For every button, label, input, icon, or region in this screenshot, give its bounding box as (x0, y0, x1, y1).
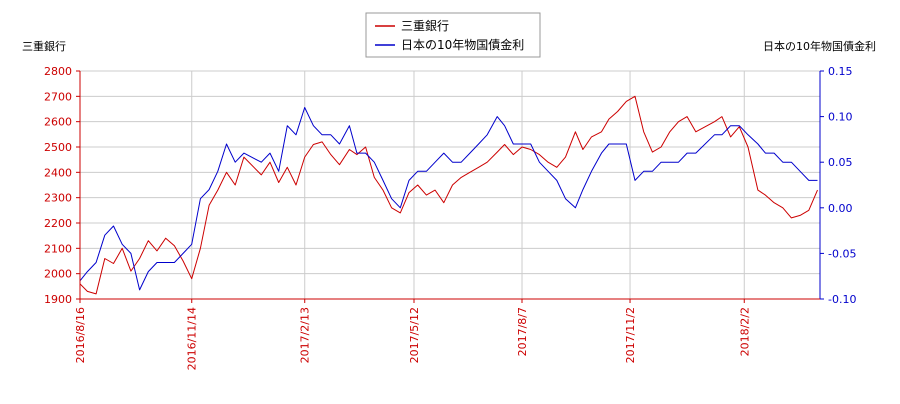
x-tick-label: 2016/8/16 (74, 307, 87, 363)
legend-label-left: 三重銀行 (401, 19, 449, 33)
series-layer (79, 95, 818, 295)
left-tick-label: 1900 (44, 293, 72, 306)
left-tick-label: 2300 (44, 192, 72, 205)
left-tick-label: 2100 (44, 242, 72, 255)
x-tick-label: 2017/8/7 (516, 307, 529, 356)
left-axis-title: 三重銀行 (22, 39, 66, 53)
left-tick-label: 2000 (44, 268, 72, 281)
right-tick-label: -0.10 (828, 293, 856, 306)
series-line-stock-price (79, 95, 818, 295)
left-tick-label: 2200 (44, 217, 72, 230)
right-tick-label: 0.05 (828, 156, 853, 169)
right-tick-label: 0.10 (828, 111, 853, 124)
legend-box (365, 12, 541, 58)
right-tick-label: 0.15 (828, 65, 853, 78)
left-tick-label: 2400 (44, 166, 72, 179)
plot-area (80, 71, 820, 299)
x-tick-label: 2017/2/13 (299, 307, 312, 363)
grid (79, 70, 820, 300)
x-tick-label: 2018/2/2 (738, 307, 751, 356)
left-tick-label: 2800 (44, 65, 72, 78)
legend: 三重銀行 日本の10年物国債金利 (365, 12, 541, 58)
legend-label-right: 日本の10年物国債金利 (401, 37, 524, 52)
series-line-bond-yield (79, 107, 818, 291)
x-tick-label: 2017/5/12 (408, 307, 421, 363)
left-tick-label: 2600 (44, 116, 72, 129)
left-tick-label: 2500 (44, 141, 72, 154)
right-tick-label: -0.05 (828, 247, 856, 260)
right-axis-title: 日本の10年物国債金利 (763, 39, 876, 53)
x-tick-label: 2017/11/2 (624, 307, 637, 363)
x-tick-label: 2016/11/14 (186, 307, 199, 370)
left-tick-label: 2700 (44, 90, 72, 103)
axes: 1900 2000 2100 2200 2300 2400 2500 2600 2700 2800… (44, 65, 856, 370)
right-tick-label: 0.00 (828, 202, 853, 215)
